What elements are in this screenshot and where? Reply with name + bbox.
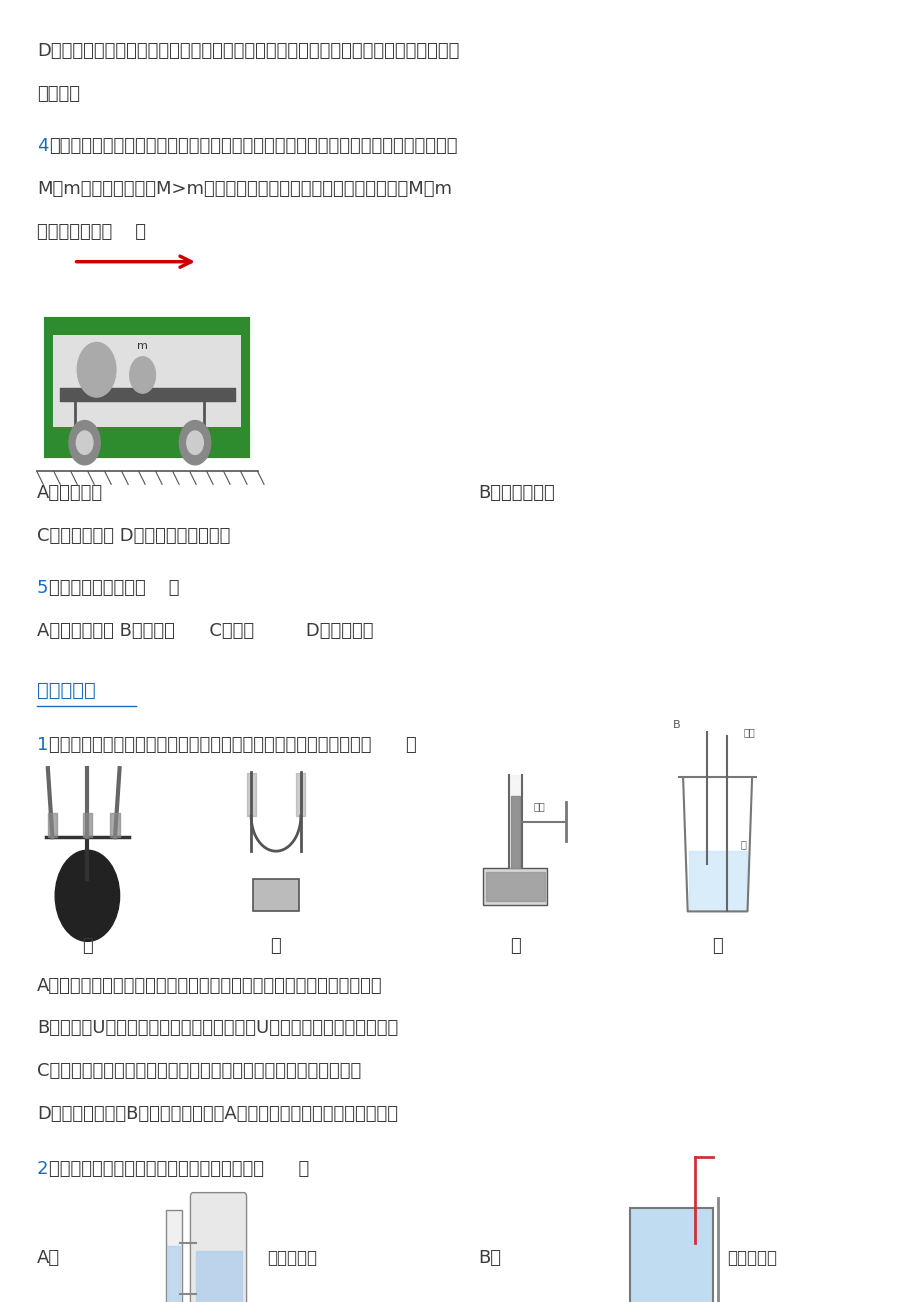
Text: ．测量力的工具是（    ）: ．测量力的工具是（ ） bbox=[49, 579, 179, 598]
Text: ．如图，车厢在水平面上做匀速直线运动，在车厢内固定的光滑桂面上放置质量分别为: ．如图，车厢在水平面上做匀速直线运动，在车厢内固定的光滑桂面上放置质量分别为 bbox=[49, 137, 457, 155]
Text: 在离开桂面前（    ）: 在离开桂面前（ ） bbox=[37, 223, 145, 241]
Circle shape bbox=[55, 850, 119, 941]
Circle shape bbox=[179, 421, 210, 465]
FancyBboxPatch shape bbox=[190, 1193, 246, 1302]
Bar bbox=[253, 879, 299, 911]
Text: 水: 水 bbox=[740, 840, 745, 849]
Bar bbox=[165, 1210, 182, 1302]
Text: 吹气: 吹气 bbox=[743, 727, 754, 737]
Text: C．不一定相碰 D．先撞上，后又分开: C．不一定相碰 D．先撞上，后又分开 bbox=[37, 527, 230, 546]
Text: M和m的两个小球，且M>m，不计其他阻力，当车厢突然停止时，小球M和m: M和m的两个小球，且M>m，不计其他阻力，当车厢突然停止时，小球M和m bbox=[37, 180, 451, 198]
Circle shape bbox=[187, 431, 203, 454]
Circle shape bbox=[76, 431, 93, 454]
Text: 液体压强计: 液体压强计 bbox=[726, 1250, 776, 1267]
Text: ．下列各组实验器材完好，初始状态如图所示，其中说法错误的是（      ）: ．下列各组实验器材完好，初始状态如图所示，其中说法错误的是（ ） bbox=[49, 736, 416, 754]
Text: 水银: 水银 bbox=[533, 801, 545, 811]
Text: m: m bbox=[137, 341, 148, 352]
Bar bbox=[630, 1208, 712, 1302]
Text: D．丁图中，首金获得者扬俨射出的子弹在飞行过程中所受的力全部消失后，它将做匀速: D．丁图中，首金获得者扬俨射出的子弹在飞行过程中所受的力全部消失后，它将做匀速 bbox=[37, 42, 459, 60]
FancyBboxPatch shape bbox=[46, 319, 248, 456]
Text: M: M bbox=[91, 359, 102, 372]
Text: 锅炉水位计: 锅炉水位计 bbox=[267, 1250, 316, 1267]
Text: 乙: 乙 bbox=[270, 937, 281, 956]
Text: D．图丁，向吸管B内用力充气，吸管A内液面和烧材内液面仍将保持相平: D．图丁，向吸管B内用力充气，吸管A内液面和烧材内液面仍将保持相平 bbox=[37, 1105, 397, 1124]
Text: A．弹簧测力计 B．刻度尺      C．天平         D．游标卡尺: A．弹簧测力计 B．刻度尺 C．天平 D．游标卡尺 bbox=[37, 622, 373, 641]
Text: 直线运动: 直线运动 bbox=[37, 85, 80, 103]
Text: 5: 5 bbox=[37, 579, 49, 598]
Text: B．一定不相碰: B．一定不相碰 bbox=[478, 484, 554, 503]
Text: A．一定相碰: A．一定相碰 bbox=[37, 484, 103, 503]
Text: 丁: 丁 bbox=[711, 937, 722, 956]
Circle shape bbox=[69, 421, 100, 465]
Text: 4: 4 bbox=[37, 137, 49, 155]
Bar bbox=[482, 868, 547, 905]
FancyBboxPatch shape bbox=[53, 335, 241, 427]
Text: 1: 1 bbox=[37, 736, 48, 754]
Text: B．图乙，U形管压强计金属盒进入水中后，U形管两侧液面仍将保持相平: B．图乙，U形管压强计金属盒进入水中后，U形管两侧液面仍将保持相平 bbox=[37, 1019, 398, 1038]
Text: 2: 2 bbox=[37, 1160, 49, 1178]
Text: B．: B． bbox=[478, 1250, 501, 1267]
Circle shape bbox=[130, 357, 155, 393]
Circle shape bbox=[77, 342, 116, 397]
Text: 甲: 甲 bbox=[82, 937, 93, 956]
Text: A．: A． bbox=[37, 1250, 60, 1267]
Text: A．图甲，该容器倾斜一定角度且各管内液体静止后，液面仍将保持相平: A．图甲，该容器倾斜一定角度且各管内液体静止后，液面仍将保持相平 bbox=[37, 976, 382, 995]
Text: ．下图中，利用连通器的特点实现功能的是（      ）: ．下图中，利用连通器的特点实现功能的是（ ） bbox=[49, 1160, 309, 1178]
Text: 丙: 丙 bbox=[509, 937, 520, 956]
Text: B: B bbox=[672, 720, 679, 730]
Text: 二、多选题: 二、多选题 bbox=[37, 681, 96, 700]
Text: C．图丙，放开手指后，玻璃管中水银液面将会降到和槽内液面相平: C．图丙，放开手指后，玻璃管中水银液面将会降到和槽内液面相平 bbox=[37, 1062, 360, 1081]
